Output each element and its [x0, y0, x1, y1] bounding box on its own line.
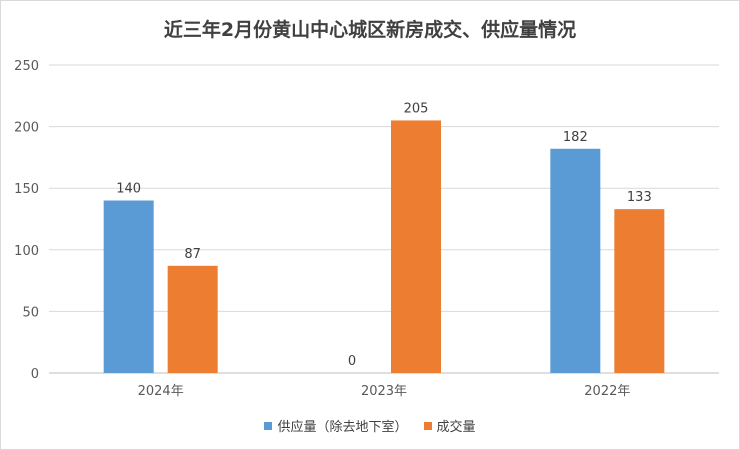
- data-label: 182: [563, 130, 588, 145]
- data-label: 87: [184, 247, 201, 262]
- bar: [614, 209, 665, 373]
- chart-title: 近三年2月份黄山中心城区新房成交、供应量情况: [163, 19, 577, 41]
- data-label: 140: [116, 182, 141, 197]
- legend-item-deal: 成交量: [423, 416, 476, 435]
- legend: 供应量（除去地下室） 成交量: [1, 416, 739, 435]
- legend-label-deal: 成交量: [436, 420, 476, 435]
- data-label: 0: [348, 354, 356, 369]
- legend-swatch-supply: [264, 421, 273, 430]
- legend-item-supply: 供应量（除去地下室）: [264, 416, 408, 435]
- y-tick-label: 0: [31, 367, 39, 382]
- y-tick-label: 200: [14, 121, 39, 136]
- x-tick-label: 2024年: [138, 384, 184, 399]
- y-tick-label: 100: [14, 244, 39, 259]
- y-tick-label: 250: [14, 59, 39, 74]
- legend-swatch-deal: [423, 421, 432, 430]
- bar: [550, 148, 601, 373]
- data-label: 205: [404, 101, 429, 116]
- bar: [103, 200, 154, 373]
- y-tick-label: 50: [22, 305, 39, 320]
- data-label: 133: [627, 190, 652, 205]
- legend-label-supply: 供应量（除去地下室）: [277, 420, 408, 435]
- bar: [167, 265, 218, 373]
- y-tick-label: 150: [14, 182, 39, 197]
- bar: [391, 120, 441, 373]
- x-tick-label: 2023年: [361, 384, 407, 399]
- x-tick-label: 2022年: [584, 384, 630, 399]
